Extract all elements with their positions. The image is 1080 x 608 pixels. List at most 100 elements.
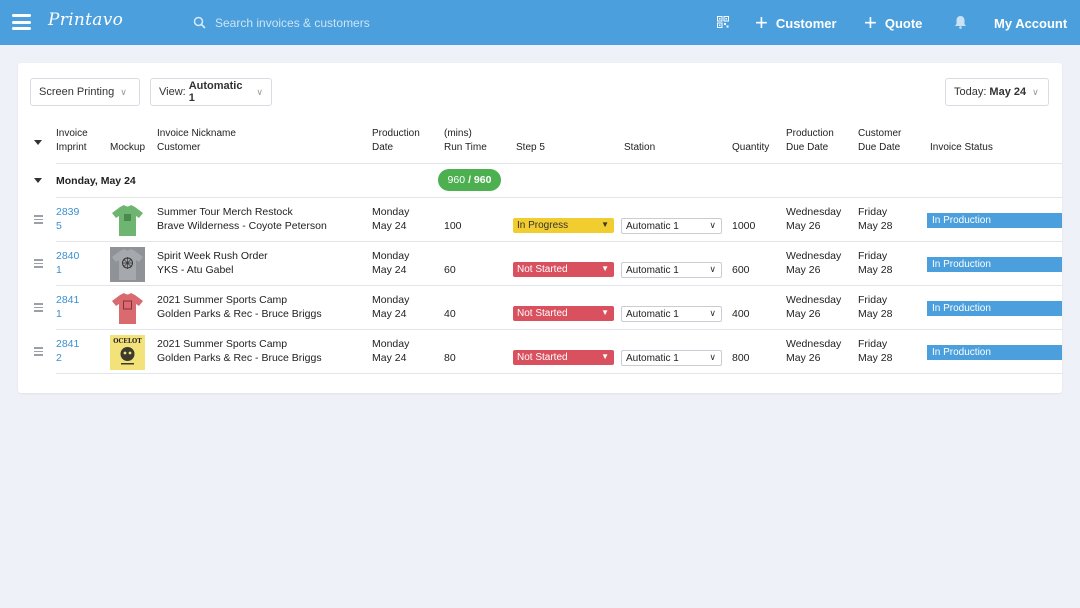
chevron-down-icon: ∨ bbox=[1032, 86, 1039, 97]
drag-handle-icon[interactable] bbox=[34, 303, 43, 314]
chevron-down-icon: ∨ bbox=[709, 308, 716, 318]
run-time: 80 bbox=[444, 352, 456, 364]
divider bbox=[56, 163, 1062, 164]
col-production-date[interactable]: Production Date bbox=[372, 128, 420, 153]
invoice-status-badge[interactable]: In Production bbox=[927, 213, 1062, 228]
divider bbox=[56, 329, 1062, 330]
production-date: Monday May 24 bbox=[372, 206, 410, 232]
drag-handle-icon[interactable] bbox=[34, 215, 43, 226]
divider bbox=[56, 241, 1062, 242]
chevron-down-icon: ▼ bbox=[601, 264, 609, 273]
category-dropdown[interactable]: Screen Printing ∨ bbox=[30, 78, 140, 106]
invoice-link[interactable]: 2840 1 bbox=[56, 250, 80, 276]
drag-handle-icon[interactable] bbox=[34, 347, 43, 358]
hamburger-menu-icon[interactable] bbox=[12, 14, 31, 30]
add-customer-button[interactable]: + Customer bbox=[755, 10, 837, 35]
divider bbox=[56, 197, 1062, 198]
production-date: Monday May 24 bbox=[372, 338, 410, 364]
col-nickname[interactable]: Invoice Nickname Customer bbox=[157, 128, 236, 153]
step-select[interactable]: Not Started ▼ bbox=[513, 306, 614, 321]
run-time: 40 bbox=[444, 308, 456, 320]
view-dropdown[interactable]: View: Automatic 1 ∨ bbox=[150, 78, 272, 106]
col-production-due[interactable]: Production Due Date bbox=[786, 128, 834, 153]
table-row[interactable]: 2839 5 Summer Tour Merch Restock Brave Wi… bbox=[18, 198, 1062, 242]
customer-due-date: Friday May 28 bbox=[858, 250, 893, 276]
invoice-link[interactable]: 2841 1 bbox=[56, 294, 80, 320]
station-select[interactable]: Automatic 1 ∨ bbox=[621, 218, 722, 234]
invoice-nickname: Summer Tour Merch Restock bbox=[157, 206, 293, 218]
mockup-thumbnail[interactable] bbox=[110, 291, 145, 326]
collapse-all-icon[interactable] bbox=[34, 140, 42, 145]
my-account-link[interactable]: My Account bbox=[994, 15, 1068, 31]
production-due-date: Wednesday May 26 bbox=[786, 250, 842, 276]
col-mockup: Mockup bbox=[110, 142, 146, 153]
add-quote-button[interactable]: + Quote bbox=[864, 10, 923, 35]
capacity-badge: 960/ 960 bbox=[438, 169, 501, 191]
table-row[interactable]: 2840 1 Spirit Week Rush Order YKS - Atu G… bbox=[18, 242, 1062, 286]
schedule-card: Screen Printing ∨ View: Automatic 1 ∨ Today… bbox=[18, 63, 1062, 393]
customer-due-date: Friday May 28 bbox=[858, 338, 893, 364]
invoice-nickname: 2021 Summer Sports Camp bbox=[157, 338, 288, 350]
col-step[interactable]: Step 5 bbox=[516, 142, 545, 153]
station-select[interactable]: Automatic 1 ∨ bbox=[621, 262, 722, 278]
step-select[interactable]: Not Started ▼ bbox=[513, 350, 614, 365]
invoice-status-badge[interactable]: In Production bbox=[927, 345, 1062, 360]
invoice-link[interactable]: 2839 5 bbox=[56, 206, 80, 232]
col-station[interactable]: Station bbox=[624, 142, 656, 153]
quantity: 800 bbox=[732, 352, 750, 364]
table-row[interactable]: 2841 1 2021 Summer Sports Camp Golden Par… bbox=[18, 286, 1062, 330]
step-select[interactable]: Not Started ▼ bbox=[513, 262, 614, 277]
divider bbox=[56, 373, 1062, 374]
col-invoice-status[interactable]: Invoice Status bbox=[930, 142, 993, 153]
bell-icon[interactable] bbox=[954, 15, 967, 29]
customer-due-date: Friday May 28 bbox=[858, 206, 893, 232]
search-icon bbox=[193, 16, 206, 29]
production-due-date: Wednesday May 26 bbox=[786, 338, 842, 364]
qr-code-icon[interactable] bbox=[717, 16, 729, 28]
quantity: 600 bbox=[732, 264, 750, 276]
production-date: Monday May 24 bbox=[372, 250, 410, 276]
col-run-time[interactable]: (mins) Run Time bbox=[444, 128, 487, 153]
logo[interactable]: Printavo bbox=[48, 10, 124, 30]
invoice-nickname: 2021 Summer Sports Camp bbox=[157, 294, 288, 306]
step-select[interactable]: In Progress ▼ bbox=[513, 218, 614, 233]
quantity: 400 bbox=[732, 308, 750, 320]
plus-icon: + bbox=[755, 10, 768, 35]
invoice-status-badge[interactable]: In Production bbox=[927, 301, 1062, 316]
customer-name: Golden Parks & Rec - Bruce Briggs bbox=[157, 352, 322, 364]
chevron-down-icon: ▼ bbox=[601, 352, 609, 361]
drag-handle-icon[interactable] bbox=[34, 259, 43, 270]
chevron-down-icon: ∨ bbox=[709, 220, 716, 230]
collapse-group-icon[interactable] bbox=[34, 178, 42, 183]
invoice-link[interactable]: 2841 2 bbox=[56, 338, 80, 364]
production-due-date: Wednesday May 26 bbox=[786, 294, 842, 320]
mockup-thumbnail[interactable] bbox=[110, 203, 145, 238]
station-select[interactable]: Automatic 1 ∨ bbox=[621, 350, 722, 366]
mockup-thumbnail[interactable] bbox=[110, 247, 145, 282]
chevron-down-icon: ∨ bbox=[709, 352, 716, 362]
station-select[interactable]: Automatic 1 ∨ bbox=[621, 306, 722, 322]
today-date-dropdown[interactable]: Today: May 24 ∨ bbox=[945, 78, 1049, 106]
customer-due-date: Friday May 28 bbox=[858, 294, 893, 320]
table-row[interactable]: 2841 2 OCELOT 2021 Summer Sports Camp Gol… bbox=[18, 330, 1062, 374]
customer-name: Golden Parks & Rec - Bruce Briggs bbox=[157, 308, 322, 320]
col-invoice[interactable]: Invoice Imprint bbox=[56, 128, 88, 153]
chevron-down-icon: ▼ bbox=[601, 220, 609, 229]
chevron-down-icon: ∨ bbox=[120, 86, 127, 97]
chevron-down-icon: ∨ bbox=[709, 264, 716, 274]
mockup-thumbnail[interactable]: OCELOT bbox=[110, 335, 145, 370]
chevron-down-icon: ∨ bbox=[256, 86, 263, 97]
customer-name: YKS - Atu Gabel bbox=[157, 264, 234, 276]
col-customer-due[interactable]: Customer Due Date bbox=[858, 128, 902, 153]
plus-icon: + bbox=[864, 10, 877, 35]
search-bar[interactable] bbox=[193, 13, 493, 33]
search-input[interactable] bbox=[215, 13, 475, 33]
col-quantity[interactable]: Quantity bbox=[732, 142, 770, 153]
production-due-date: Wednesday May 26 bbox=[786, 206, 842, 232]
customer-name: Brave Wilderness - Coyote Peterson bbox=[157, 220, 327, 232]
invoice-status-badge[interactable]: In Production bbox=[927, 257, 1062, 272]
quantity: 1000 bbox=[732, 220, 756, 232]
top-nav: Printavo +Customer +Quote My Account bbox=[0, 0, 1080, 45]
run-time: 100 bbox=[444, 220, 462, 232]
run-time: 60 bbox=[444, 264, 456, 276]
